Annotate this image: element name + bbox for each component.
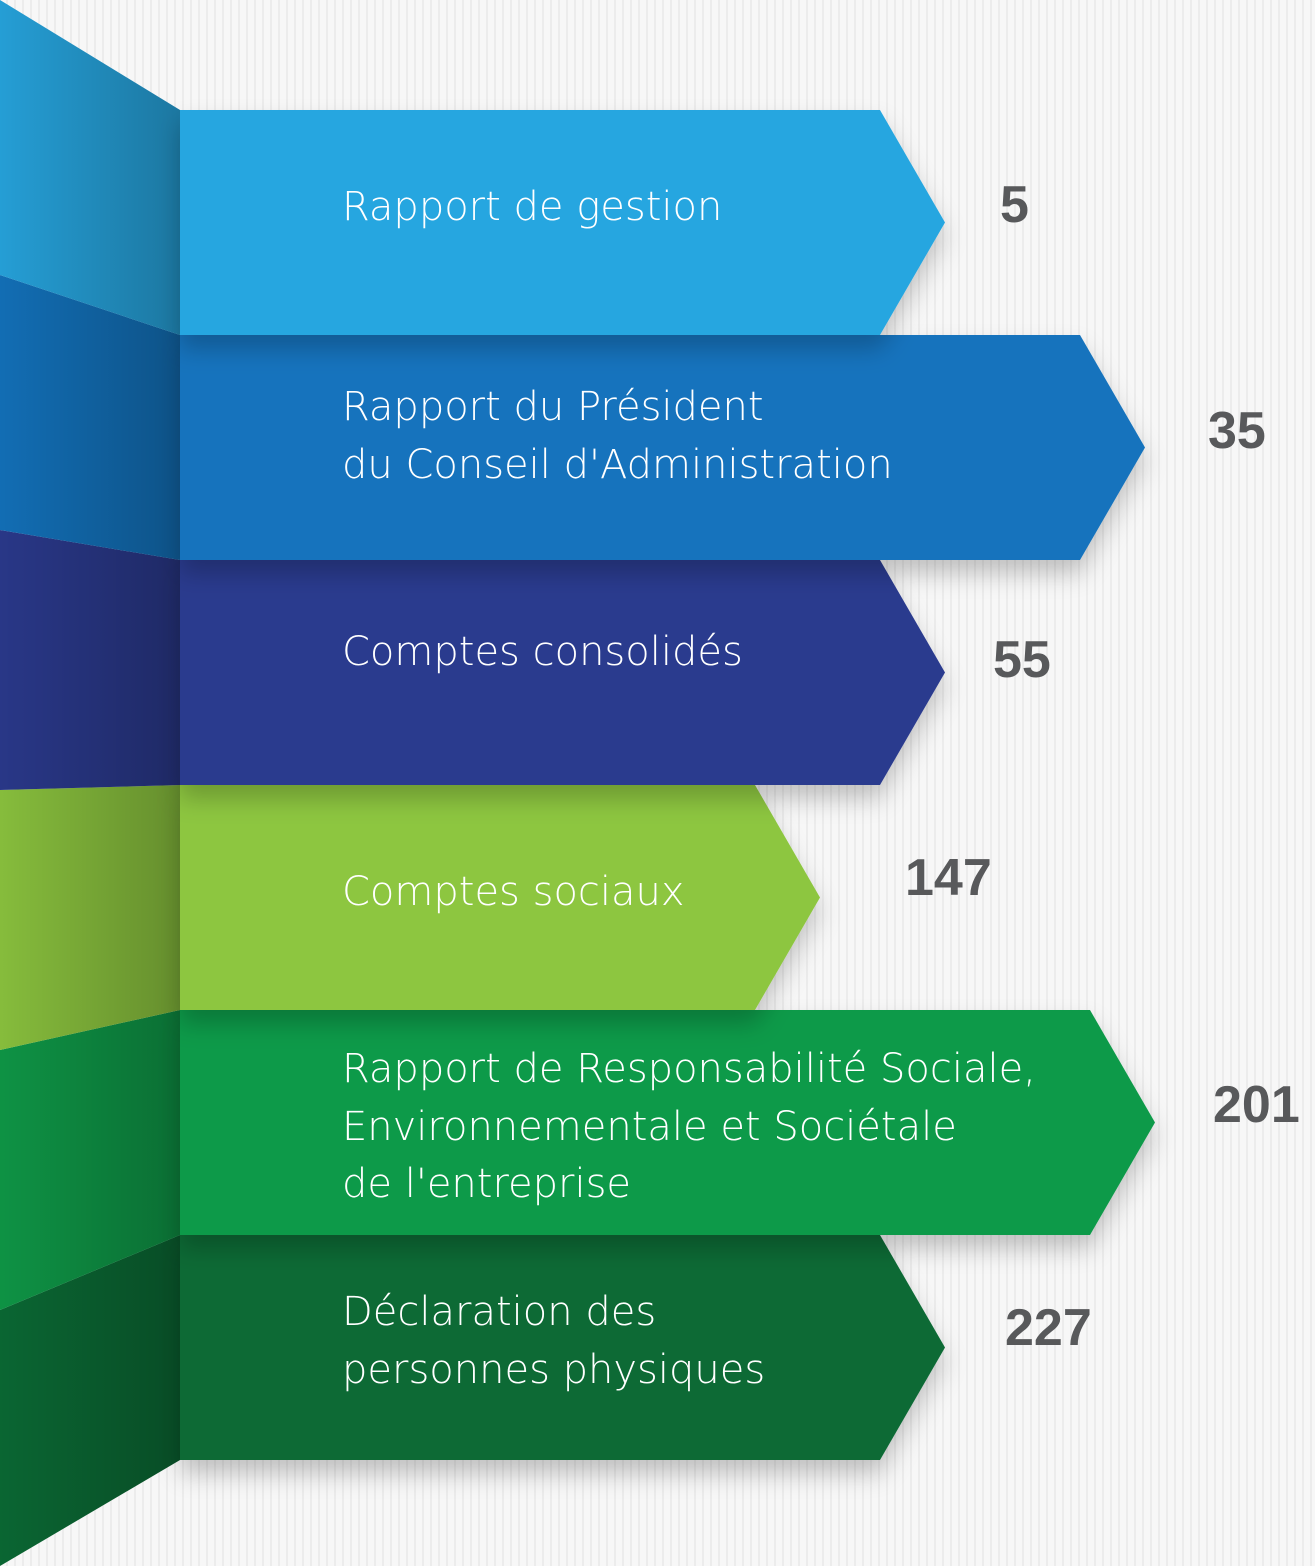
- toc-item: Déclaration des personnes physiques 227: [0, 1235, 1092, 1566]
- item-label: Rapport de Responsabilité Sociale,: [342, 1046, 1036, 1092]
- page-number: 35: [1208, 402, 1266, 460]
- page-number: 147: [905, 849, 992, 907]
- page-number: 5: [1000, 176, 1029, 234]
- toc-item: Rapport du Président du Conseil d'Adminis…: [0, 275, 1266, 560]
- arrow-band: [180, 560, 945, 785]
- toc-item: Comptes consolidés 55: [0, 530, 1051, 790]
- item-label: Environnementale et Sociétale: [342, 1104, 957, 1150]
- toc-item: Rapport de Responsabilité Sociale, Enviro…: [0, 1010, 1300, 1310]
- item-label: Comptes consolidés: [342, 629, 743, 675]
- arrow-band: [180, 335, 1145, 560]
- arrow-band: [180, 110, 945, 335]
- item-label: Rapport de gestion: [342, 184, 722, 230]
- item-label: personnes physiques: [342, 1347, 765, 1393]
- fold-shade: [0, 530, 180, 790]
- arrow-band: [180, 1235, 945, 1460]
- page-number: 55: [993, 631, 1051, 689]
- fold-shade: [0, 275, 180, 560]
- page-number: 201: [1213, 1076, 1300, 1134]
- arrow-band: [180, 785, 820, 1010]
- fold-shade: [0, 1010, 180, 1310]
- item-label: Déclaration des: [342, 1289, 656, 1335]
- page-number: 227: [1005, 1299, 1092, 1357]
- toc-item: Comptes sociaux 147: [0, 785, 992, 1050]
- item-label: Comptes sociaux: [342, 869, 685, 915]
- item-label: du Conseil d'Administration: [342, 442, 893, 488]
- fold-shade: [0, 0, 180, 335]
- item-label: de l'entreprise: [342, 1161, 631, 1207]
- item-label: Rapport du Président: [342, 384, 764, 430]
- fold-shade: [0, 785, 180, 1050]
- toc-item: Rapport de gestion 5: [0, 0, 1029, 335]
- fold-shade: [0, 1235, 180, 1566]
- arrow-band: [180, 1010, 1155, 1235]
